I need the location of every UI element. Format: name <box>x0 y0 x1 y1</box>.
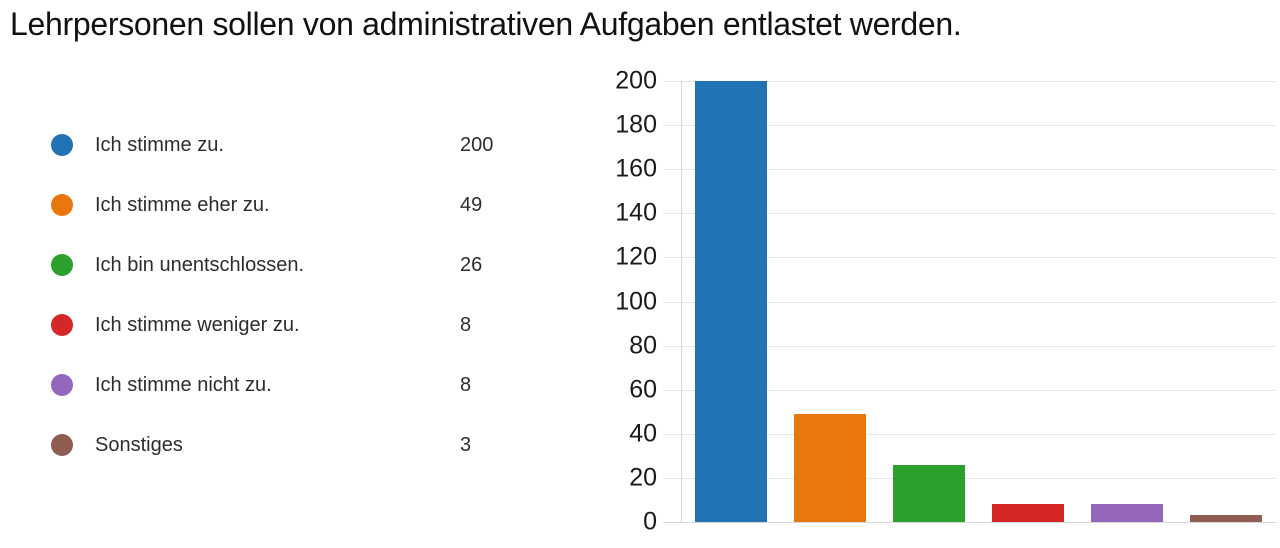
y-axis-tick-label: 40 <box>629 419 657 448</box>
bar-ich-stimme-weniger-zu <box>992 504 1065 522</box>
y-axis-tick-label: 180 <box>615 110 657 139</box>
legend-item: Ich bin unentschlossen. 26 <box>40 235 510 295</box>
legend-item-label: Ich bin unentschlossen. <box>95 253 305 276</box>
bar-slot <box>979 81 1078 522</box>
gridline <box>663 125 1276 127</box>
y-axis: 0 20 40 60 80 100 120 140 160 180 200 <box>560 68 657 534</box>
legend-item: Ich stimme eher zu. 49 <box>40 175 510 235</box>
bar-ich-bin-unentschlossen <box>892 464 965 522</box>
legend-item-value: 200 <box>460 133 494 156</box>
gridline <box>663 169 1276 171</box>
legend-item-label: Ich stimme weniger zu. <box>95 313 300 336</box>
legend-color-dot <box>51 134 73 156</box>
legend-item-value: 8 <box>460 313 472 336</box>
bar-chart-plot-area <box>663 81 1276 523</box>
bar-ich-stimme-eher-zu <box>793 413 866 522</box>
legend-item: Ich stimme zu. 200 <box>40 115 510 175</box>
gridline <box>663 345 1276 347</box>
legend-item-value: 26 <box>460 253 483 276</box>
legend-color-dot <box>51 194 73 216</box>
x-axis-baseline <box>663 522 1276 523</box>
y-axis-tick-label: 20 <box>629 463 657 492</box>
bar-ich-stimme-nicht-zu <box>1091 504 1164 522</box>
y-axis-tick-label: 0 <box>643 507 657 536</box>
bars-layer <box>681 81 1276 522</box>
y-axis-tick-label: 200 <box>615 66 657 95</box>
gridline <box>663 257 1276 259</box>
legend-color-dot <box>51 374 73 396</box>
bar-slot <box>780 81 879 522</box>
legend: Ich stimme zu. 200 Ich stimme eher zu. 49 Ic… <box>40 115 510 475</box>
y-axis-tick-label: 160 <box>615 154 657 183</box>
y-axis-line <box>681 81 682 522</box>
gridline <box>663 213 1276 215</box>
gridline <box>663 301 1276 303</box>
gridline <box>663 433 1276 435</box>
bar-slot <box>879 81 978 522</box>
bar-ich-stimme-zu <box>694 81 767 522</box>
bar-slot <box>1078 81 1177 522</box>
legend-item-value: 49 <box>460 193 483 216</box>
bar-slot <box>1177 81 1276 522</box>
legend-item-label: Ich stimme eher zu. <box>95 193 270 216</box>
y-axis-tick-label: 120 <box>615 242 657 271</box>
legend-color-dot <box>51 434 73 456</box>
legend-item-label: Ich stimme nicht zu. <box>95 373 272 396</box>
chart-title: Lehrpersonen sollen von administrativen … <box>10 6 962 42</box>
gridline <box>663 477 1276 479</box>
y-axis-tick-label: 100 <box>615 287 657 315</box>
gridline <box>663 81 1276 82</box>
legend-color-dot <box>51 254 73 276</box>
legend-item-label: Sonstiges <box>95 433 183 456</box>
legend-item: Ich stimme nicht zu. 8 <box>40 355 510 415</box>
legend-color-dot <box>51 314 73 336</box>
bar-slot <box>681 81 780 522</box>
legend-item: Ich stimme weniger zu. 8 <box>40 295 510 355</box>
legend-item-value: 3 <box>460 433 472 456</box>
gridline <box>663 389 1276 391</box>
legend-item-value: 8 <box>460 373 472 396</box>
y-axis-tick-label: 80 <box>629 331 657 360</box>
y-axis-tick-label: 140 <box>615 198 657 227</box>
legend-item: Sonstiges 3 <box>40 415 510 475</box>
y-axis-tick-label: 60 <box>629 375 657 404</box>
bar-sonstiges <box>1190 515 1263 522</box>
legend-item-label: Ich stimme zu. <box>95 133 224 156</box>
